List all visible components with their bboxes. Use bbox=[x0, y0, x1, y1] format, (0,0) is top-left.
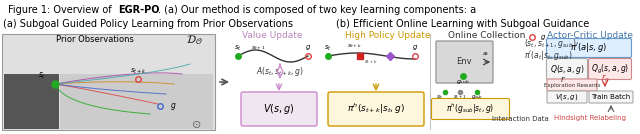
Text: $\odot$: $\odot$ bbox=[191, 118, 201, 129]
Text: $s_{t+k}$: $s_{t+k}$ bbox=[130, 66, 147, 76]
Text: Train Batch: Train Batch bbox=[591, 94, 630, 100]
Text: $s_{t+k}$: $s_{t+k}$ bbox=[348, 42, 362, 50]
Text: Online Collection: Online Collection bbox=[448, 31, 525, 40]
FancyBboxPatch shape bbox=[547, 59, 588, 79]
Text: $g$: $g$ bbox=[540, 33, 546, 42]
Text: $s_{t+k}$: $s_{t+k}$ bbox=[364, 58, 378, 66]
Text: $s_{t+1}$: $s_{t+1}$ bbox=[453, 93, 467, 101]
Text: Env: Env bbox=[456, 57, 472, 66]
FancyBboxPatch shape bbox=[547, 79, 597, 91]
FancyBboxPatch shape bbox=[436, 41, 493, 83]
Text: $\pi^l(a|s, g)$: $\pi^l(a|s, g)$ bbox=[570, 41, 607, 55]
Text: Interaction Data: Interaction Data bbox=[492, 116, 548, 122]
Text: $\pi^h(s_{t+k}|s_t, g)$: $\pi^h(s_{t+k}|s_t, g)$ bbox=[347, 102, 405, 116]
Text: $a_t$: $a_t$ bbox=[482, 50, 490, 58]
Text: $(s_t, s_{t+1}, g_{sub})$: $(s_t, s_{t+1}, g_{sub})$ bbox=[524, 38, 576, 51]
Text: High Policy Update: High Policy Update bbox=[345, 31, 431, 40]
Text: $s_t$: $s_t$ bbox=[324, 43, 332, 53]
Bar bbox=[60, 74, 213, 129]
FancyBboxPatch shape bbox=[547, 91, 587, 103]
Text: $V(s, g)$: $V(s, g)$ bbox=[556, 92, 579, 102]
FancyBboxPatch shape bbox=[328, 92, 424, 126]
Text: EGR-PO: EGR-PO bbox=[118, 5, 159, 15]
Text: Hindsight Relabeling: Hindsight Relabeling bbox=[554, 115, 626, 121]
Text: $\pi^l(a_t|s_t, g_{sub})$: $\pi^l(a_t|s_t, g_{sub})$ bbox=[524, 49, 572, 63]
Text: Exploration Rewards: Exploration Rewards bbox=[544, 83, 600, 88]
Text: $s_t$: $s_t$ bbox=[234, 43, 242, 53]
Text: $s_{t+1}$: $s_{t+1}$ bbox=[251, 44, 266, 52]
Text: $Q_g(s, a, g)$: $Q_g(s, a, g)$ bbox=[591, 62, 629, 76]
FancyBboxPatch shape bbox=[241, 92, 317, 126]
Text: $g_{sub}$: $g_{sub}$ bbox=[456, 78, 470, 86]
Text: $s_t$: $s_t$ bbox=[38, 71, 46, 81]
Text: $g$: $g$ bbox=[170, 100, 176, 111]
FancyBboxPatch shape bbox=[589, 59, 632, 79]
Bar bbox=[2, 34, 215, 130]
Text: $A(s_t, s_{t+k}, g)$: $A(s_t, s_{t+k}, g)$ bbox=[256, 66, 304, 79]
Text: $r_g$: $r_g$ bbox=[600, 73, 609, 85]
Text: . (a) Our method is composed of two key learning components: a: . (a) Our method is composed of two key … bbox=[158, 5, 476, 15]
Text: $\pi^h(g_{sub}|s_t, g)$: $\pi^h(g_{sub}|s_t, g)$ bbox=[446, 102, 494, 116]
Text: $s_t$: $s_t$ bbox=[436, 93, 444, 101]
Text: $V(s, g)$: $V(s, g)$ bbox=[263, 102, 295, 116]
Text: (b) Efficient Online Learning with Subgoal Guidance: (b) Efficient Online Learning with Subgo… bbox=[337, 19, 589, 29]
Text: $Q(s, a, g)$: $Q(s, a, g)$ bbox=[550, 62, 584, 75]
FancyBboxPatch shape bbox=[589, 91, 633, 103]
Text: Actor-Critic Update: Actor-Critic Update bbox=[547, 31, 633, 40]
Text: Value Update: Value Update bbox=[242, 31, 302, 40]
Text: $g_{sub}$: $g_{sub}$ bbox=[471, 93, 483, 101]
Text: $g$: $g$ bbox=[412, 44, 418, 53]
Text: $\mathcal{D}_\mathcal{O}$: $\mathcal{D}_\mathcal{O}$ bbox=[186, 33, 202, 47]
Text: $r$: $r$ bbox=[560, 74, 566, 84]
Text: Figure 1: Overview of: Figure 1: Overview of bbox=[8, 5, 115, 15]
FancyBboxPatch shape bbox=[547, 38, 632, 57]
Text: (a) Subgoal Guided Policy Learning from Prior Observations: (a) Subgoal Guided Policy Learning from … bbox=[3, 19, 293, 29]
Bar bbox=[4, 74, 59, 129]
Text: $g$: $g$ bbox=[305, 44, 311, 53]
FancyBboxPatch shape bbox=[431, 98, 509, 120]
Text: Prior Observations: Prior Observations bbox=[56, 36, 134, 44]
